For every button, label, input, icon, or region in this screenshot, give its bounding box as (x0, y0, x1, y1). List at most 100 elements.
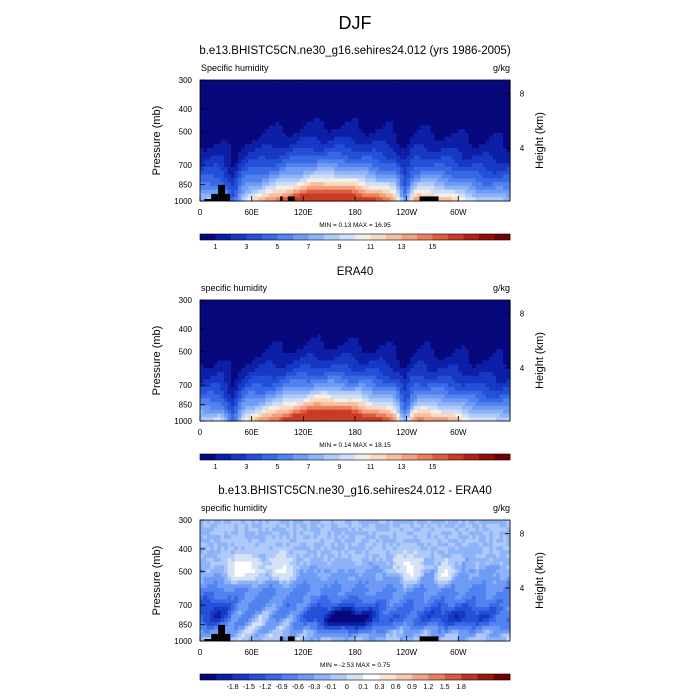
grid-cell (479, 155, 484, 161)
grid-cell (392, 334, 397, 339)
grid-cell (368, 102, 373, 108)
grid-cell (468, 110, 473, 115)
grid-cell (224, 125, 229, 130)
grid-cell (296, 110, 301, 115)
grid-cell (375, 383, 380, 388)
colorbar-swatch (200, 234, 216, 240)
grid-cell (337, 307, 342, 312)
grid-cell (251, 417, 256, 422)
grid-cell (403, 144, 408, 149)
grid-cell (479, 114, 484, 119)
grid-cell (289, 356, 294, 362)
grid-cell (244, 163, 249, 168)
grid-cell (200, 322, 205, 328)
grid-cell (496, 140, 501, 145)
grid-cell (503, 87, 508, 92)
grid-cell (231, 83, 236, 89)
grid-cell (324, 110, 329, 115)
grid-cell (206, 405, 211, 411)
grid-cell (313, 98, 318, 104)
grid-cell (224, 379, 229, 384)
grid-cell (272, 334, 277, 339)
grid-cell (396, 185, 401, 191)
grid-cell (330, 91, 335, 96)
grid-cell (468, 170, 473, 176)
grid-cell (410, 300, 415, 305)
grid-cell (341, 405, 346, 411)
grid-cell (403, 315, 408, 320)
grid-cell (413, 383, 418, 388)
grid-cell (392, 398, 397, 403)
grid-cell (234, 159, 239, 164)
grid-cell (241, 125, 246, 130)
grid-cell (241, 345, 246, 350)
grid-cell (434, 182, 439, 187)
grid-cell (272, 341, 277, 346)
grid-cell (244, 360, 249, 365)
grid-cell (206, 394, 211, 399)
grid-cell (361, 144, 366, 149)
grid-cell (389, 360, 394, 365)
grid-cell (444, 83, 449, 89)
grid-cell (327, 95, 332, 100)
grid-cell (275, 132, 280, 138)
grid-cell (492, 114, 497, 119)
grid-cell (299, 136, 304, 142)
grid-cell (272, 326, 277, 331)
grid-cell (396, 341, 401, 346)
grid-cell (210, 334, 215, 339)
grid-cell (403, 129, 408, 134)
grid-cell (275, 375, 280, 381)
grid-cell (279, 315, 284, 320)
grid-cell (206, 413, 211, 418)
grid-cell (441, 91, 446, 96)
grid-cell (241, 155, 246, 161)
grid-cell (299, 98, 304, 104)
grid-cell (313, 114, 318, 119)
panel-model: b.e13.BHISTC5CN.ne30_g16.sehires24.012 (… (151, 45, 546, 251)
grid-cell (306, 151, 311, 157)
grid-cell (237, 80, 242, 85)
grid-cell (358, 155, 363, 161)
grid-cell (489, 117, 494, 123)
grid-cell (330, 148, 335, 153)
grid-cell (410, 170, 415, 176)
grid-cell (289, 95, 294, 100)
grid-cell (255, 326, 260, 331)
grid-cell (234, 413, 239, 418)
colorbar-swatch (277, 234, 294, 240)
grid-cell (255, 80, 260, 85)
grid-cell (454, 163, 459, 168)
grid-cell (282, 140, 287, 145)
grid-cell (268, 136, 273, 142)
grid-cell (327, 110, 332, 115)
grid-cell (200, 178, 205, 183)
grid-cell (255, 193, 260, 198)
grid-cell (303, 110, 308, 115)
grid-cell (237, 315, 242, 320)
grid-cell (485, 106, 490, 111)
grid-cell (396, 163, 401, 168)
grid-cell (368, 386, 373, 392)
grid-cell (317, 189, 322, 195)
grid-cell (485, 182, 490, 187)
grid-cell (337, 356, 342, 362)
grid-cell (282, 189, 287, 195)
grid-cell (313, 398, 318, 403)
grid-cell (217, 121, 222, 126)
grid-cell (317, 132, 322, 138)
grid-cell (337, 318, 342, 324)
grid-cell (296, 197, 301, 202)
grid-cell (413, 349, 418, 354)
grid-cell (492, 87, 497, 92)
grid-cell (272, 330, 277, 335)
grid-cell (496, 83, 501, 89)
grid-cell (441, 125, 446, 130)
grid-cell (368, 303, 373, 309)
grid-cell (344, 409, 349, 415)
grid-cell (213, 386, 218, 392)
grid-cell (217, 398, 222, 403)
grid-cell (389, 98, 394, 104)
grid-cell (234, 417, 239, 422)
grid-cell (265, 151, 270, 157)
